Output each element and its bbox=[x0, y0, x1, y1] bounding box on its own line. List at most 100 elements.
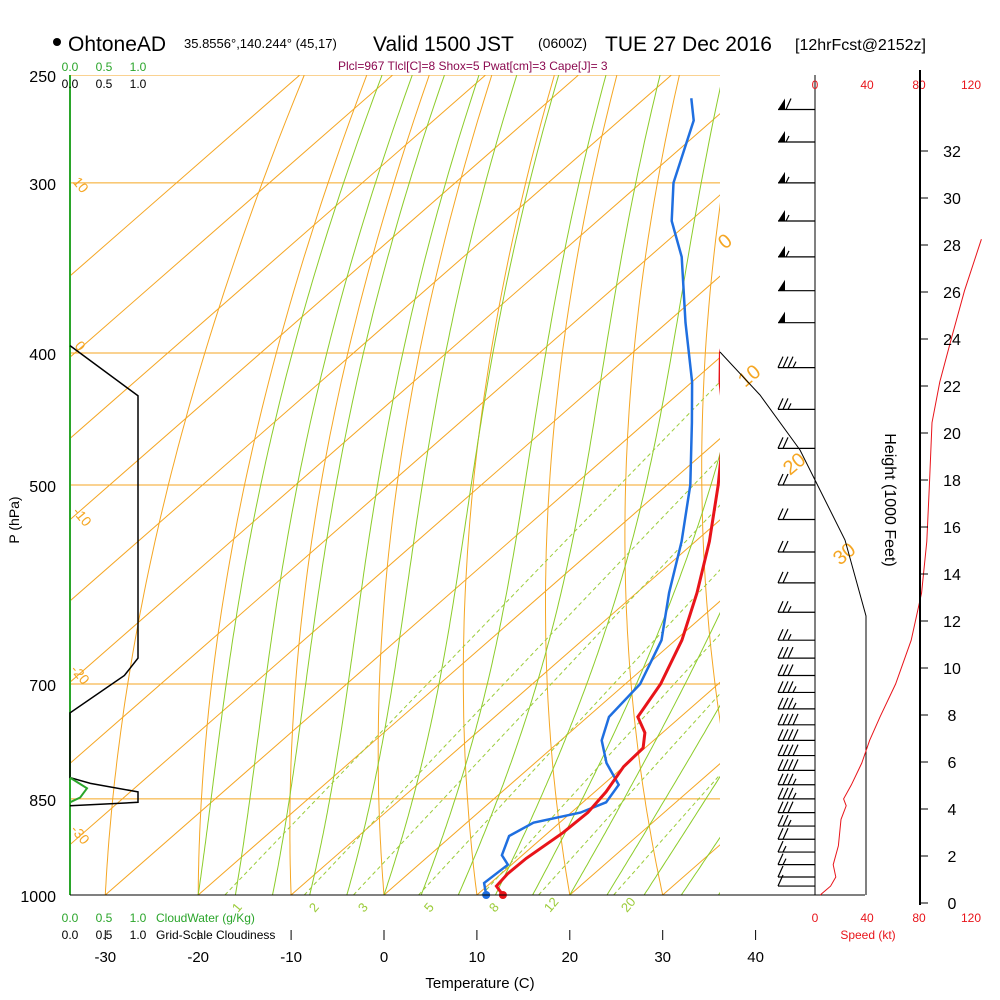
wind-barb bbox=[777, 773, 815, 786]
isotherm-line bbox=[197, 438, 720, 895]
height-tick-label: 22 bbox=[943, 379, 961, 396]
speed-tick-bottom: 0 bbox=[812, 911, 819, 925]
moist-adiabat-line bbox=[346, 75, 518, 895]
dry-adiabat-label: -10 bbox=[70, 504, 95, 530]
wind-barb bbox=[777, 628, 815, 641]
height-tick-label: 2 bbox=[948, 849, 957, 866]
mixing-ratio-label: 20 bbox=[618, 894, 639, 915]
wind-barb bbox=[777, 865, 815, 878]
height-tick-label: 4 bbox=[948, 802, 957, 819]
dry-adiabat-line bbox=[197, 75, 368, 895]
height-tick-label: 6 bbox=[948, 755, 957, 772]
cloud-water-tick-bottom: 0.5 bbox=[96, 911, 113, 925]
isotherm-line bbox=[70, 113, 720, 683]
wind-barb bbox=[777, 787, 815, 800]
wind-barb bbox=[777, 571, 815, 584]
dry-adiabat-label: 0 bbox=[72, 338, 89, 354]
wind-barb bbox=[778, 245, 815, 258]
pressure-tick-label: 700 bbox=[29, 678, 56, 695]
wind-barb bbox=[777, 697, 815, 710]
mixing-ratio-label: 5 bbox=[421, 900, 437, 915]
dry-adiabat-line bbox=[462, 75, 555, 895]
wind-barb bbox=[777, 473, 815, 486]
wind-barb bbox=[777, 356, 815, 369]
cloudiness-tick-top: 0.0 bbox=[62, 77, 79, 91]
dry-adiabat-line bbox=[545, 75, 618, 895]
dry-adiabat-line bbox=[701, 202, 720, 725]
mixing-ratio-line bbox=[224, 381, 720, 895]
wind-barb bbox=[777, 801, 815, 814]
zulu-time: (0600Z) bbox=[538, 35, 587, 51]
cloudiness-tick-top: 0.5 bbox=[96, 77, 113, 91]
y-axis-title: P (hPa) bbox=[6, 496, 22, 543]
x-tick-label: 0 bbox=[380, 949, 388, 966]
cloud-water-tick-top: 1.0 bbox=[130, 60, 147, 74]
moist-adiabat-label: 20 bbox=[779, 449, 810, 480]
cloudiness-profile bbox=[69, 344, 139, 807]
moist-adiabat-label: 30 bbox=[829, 539, 860, 570]
cloud-water-tick-top: 0.5 bbox=[96, 60, 113, 74]
mixing-ratio-line bbox=[353, 504, 720, 895]
wind-barb bbox=[777, 437, 815, 450]
dry-adiabat-label: 10 bbox=[70, 174, 92, 196]
speed-tick-top: 40 bbox=[860, 78, 874, 92]
wind-barb bbox=[777, 664, 815, 677]
moist-adiabat-line bbox=[606, 704, 720, 895]
height-axis-title: Height (1000 Feet) bbox=[881, 433, 898, 566]
moist-adiabat-line bbox=[234, 75, 413, 895]
mixing-ratio-label: 8 bbox=[486, 900, 502, 915]
cloud-water-label: CloudWater (g/Kg) bbox=[156, 911, 255, 925]
dry-adiabat-line bbox=[289, 75, 430, 895]
cloudiness-tick-bottom: 1.0 bbox=[130, 928, 147, 942]
x-tick-label: 30 bbox=[654, 949, 671, 966]
station-bullet-icon bbox=[53, 38, 61, 46]
isotherm-line bbox=[70, 75, 486, 440]
wind-panel: 0040408080120120 bbox=[719, 75, 982, 925]
speed-tick-top: 120 bbox=[961, 78, 981, 92]
x-tick-label: 10 bbox=[469, 949, 486, 966]
wind-barb bbox=[778, 279, 815, 292]
x-tick-label: -10 bbox=[280, 949, 302, 966]
isotherm-line bbox=[70, 75, 394, 358]
wind-barb bbox=[777, 600, 815, 613]
mixing-ratio-label: 2 bbox=[306, 900, 322, 915]
wind-barb bbox=[777, 646, 815, 659]
x-tick-label: 40 bbox=[747, 949, 764, 966]
dry-adiabat-line bbox=[776, 51, 857, 924]
cloud-water-profile bbox=[69, 776, 89, 804]
station-name: OhtoneAD bbox=[68, 33, 166, 56]
mixing-ratio-line bbox=[303, 456, 720, 895]
height-tick-label: 14 bbox=[943, 567, 961, 584]
moist-adiabat-line bbox=[569, 611, 720, 895]
moist-adiabat-label: 0 bbox=[714, 230, 737, 254]
moist-adiabat-line bbox=[643, 775, 720, 895]
pressure-tick-label: 250 bbox=[29, 69, 56, 86]
wind-barb bbox=[777, 540, 815, 553]
isotherm-line bbox=[70, 75, 579, 521]
dry-adiabat-line bbox=[848, 51, 952, 924]
wind-barb bbox=[777, 853, 815, 866]
height-tick-label: 28 bbox=[943, 238, 961, 255]
dry-adiabat-line bbox=[104, 75, 305, 895]
header: OhtoneAD 35.8556°,140.244° (45,17) Valid… bbox=[53, 33, 926, 73]
x-axis-title: Temperature (C) bbox=[425, 975, 534, 992]
height-tick-label: 18 bbox=[943, 473, 961, 490]
cloud-water-tick-bottom: 1.0 bbox=[130, 911, 147, 925]
forecast-info: [12hrFcst@2152z] bbox=[795, 37, 926, 54]
isotherm-line bbox=[70, 275, 720, 846]
moist-adiabat-line bbox=[272, 75, 446, 895]
mixing-ratio-label: 3 bbox=[355, 900, 371, 915]
x-tick-label: -30 bbox=[94, 949, 116, 966]
wind-barb bbox=[777, 827, 815, 840]
isotherm-line bbox=[70, 75, 301, 277]
height-tick-label: 16 bbox=[943, 520, 961, 537]
isotherm-line bbox=[104, 356, 720, 895]
wind-barb bbox=[777, 713, 815, 726]
height-tick-label: 10 bbox=[943, 661, 961, 678]
moist-adiabat-line bbox=[457, 75, 661, 895]
speed-tick-bottom: 120 bbox=[961, 911, 981, 925]
mixing-ratio-line bbox=[613, 774, 720, 895]
